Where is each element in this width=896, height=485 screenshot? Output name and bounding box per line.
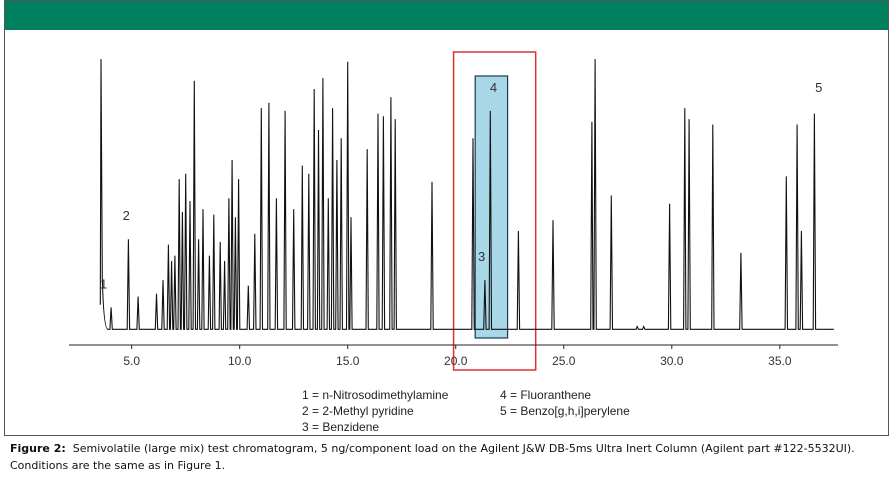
x-tick-label-2: 10.0 bbox=[228, 354, 252, 368]
chromatogram-trace bbox=[99, 58, 834, 330]
peak-annotation-5: 5 bbox=[815, 80, 822, 95]
peak-annotation-1: 1 bbox=[100, 276, 107, 291]
peak-annotation-2: 2 bbox=[123, 208, 130, 223]
x-tick-label-1: 5.0 bbox=[123, 354, 140, 368]
legend-item-5: 5 = Benzo[g,h,i]perylene bbox=[500, 404, 630, 418]
legend-item-2: 2 = 2-Methyl pyridine bbox=[302, 404, 414, 418]
peak-annotation-4: 4 bbox=[490, 80, 497, 95]
figure-caption: Figure 2: Semivolatile (large mix) test … bbox=[10, 440, 880, 474]
highlight-red-box bbox=[452, 51, 537, 371]
x-tick-label-7: 35.0 bbox=[768, 354, 792, 368]
figure-frame: 5.0 10.0 15.0 20.0 25.0 30.0 35.0 1 2 3 4 5 1 = n-N… bbox=[4, 0, 889, 436]
x-tick-label-4: 20.0 bbox=[444, 354, 468, 368]
legend-item-4: 4 = Fluoranthene bbox=[500, 388, 592, 402]
legend-item-3: 3 = Benzidene bbox=[302, 420, 380, 434]
legend-item-1: 1 = n-Nitrosodimethylamine bbox=[302, 388, 449, 402]
peak-annotation-3: 3 bbox=[478, 249, 485, 264]
x-tick-label-6: 30.0 bbox=[660, 354, 684, 368]
header-bar bbox=[5, 1, 888, 30]
chromatogram-chart: 5.0 10.0 15.0 20.0 25.0 30.0 35.0 1 2 3 4 5 bbox=[69, 51, 838, 371]
x-tick-label-3: 15.0 bbox=[336, 354, 360, 368]
x-tick-label-5: 25.0 bbox=[552, 354, 576, 368]
caption-label: Figure 2: bbox=[10, 442, 66, 455]
caption-text: Semivolatile (large mix) test chromatogr… bbox=[10, 442, 855, 472]
